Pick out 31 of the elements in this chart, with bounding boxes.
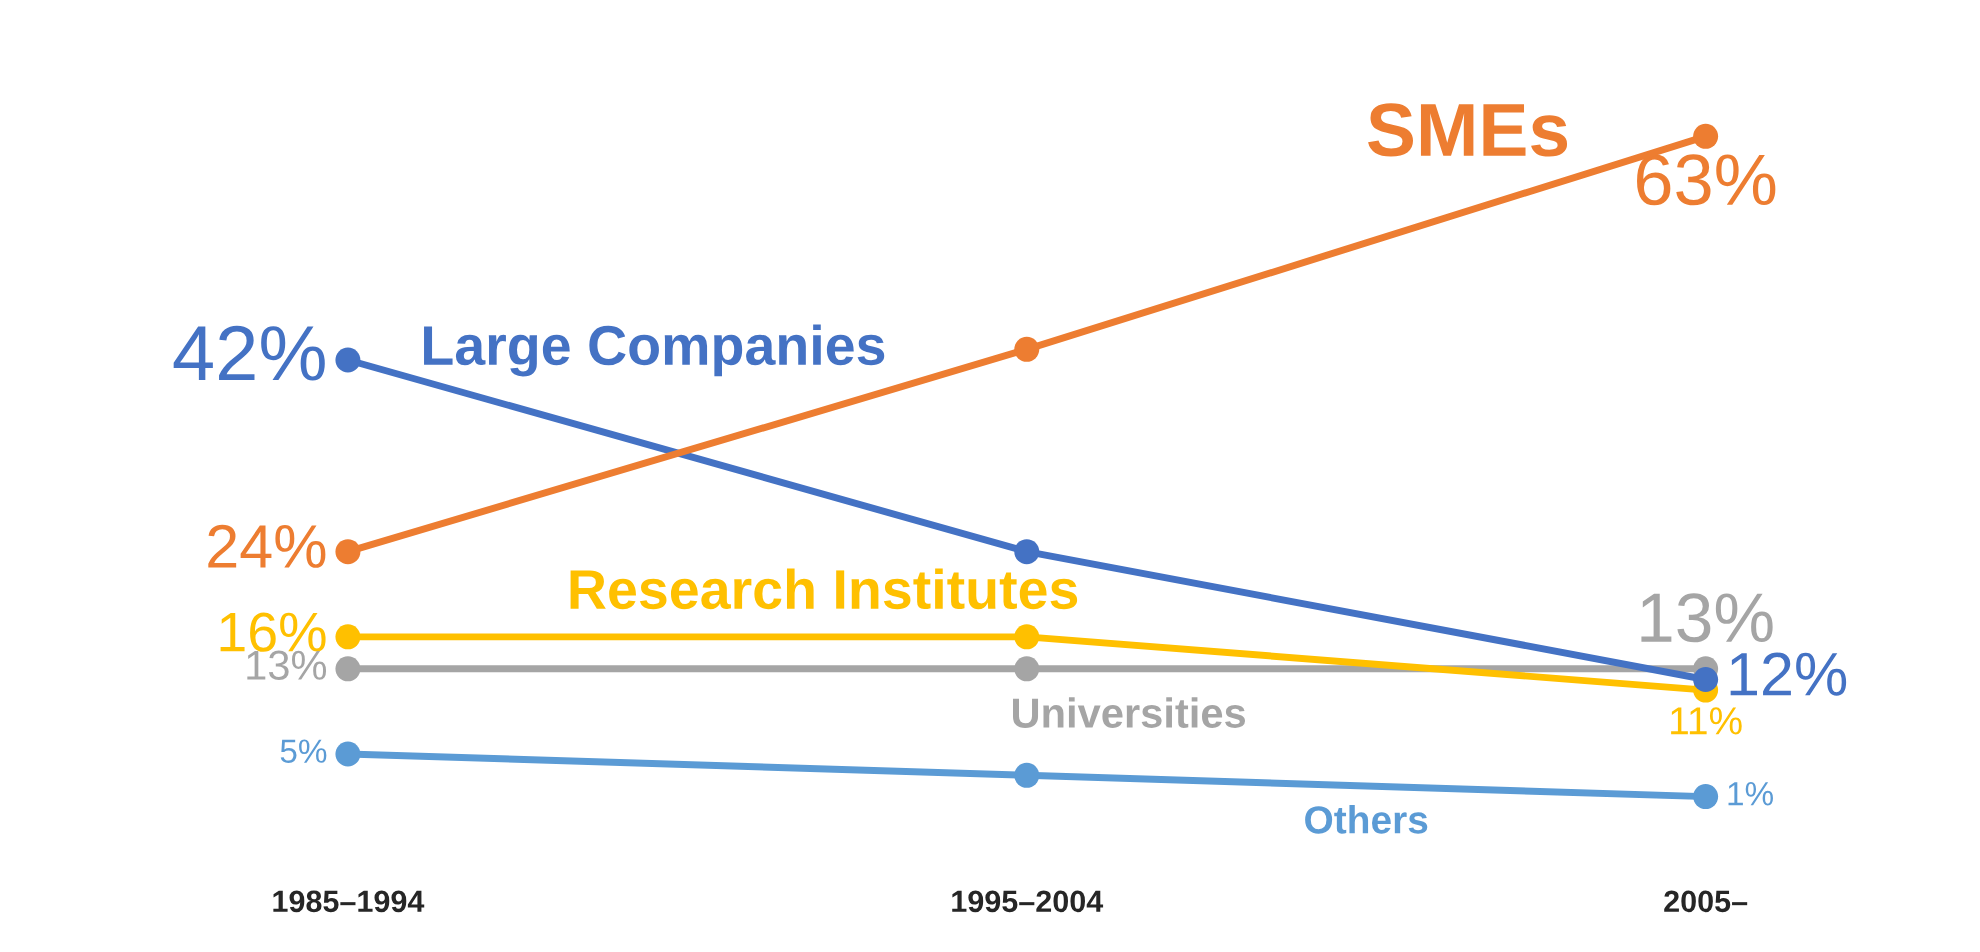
data-label: 42% bbox=[173, 325, 325, 381]
series-label: Research Institutes bbox=[570, 568, 1078, 610]
data-label: 24% bbox=[208, 524, 326, 568]
data-label: 16% bbox=[220, 612, 326, 652]
data-label: 13% bbox=[247, 650, 327, 680]
point bbox=[335, 656, 361, 682]
point bbox=[1014, 762, 1040, 788]
point bbox=[335, 539, 361, 565]
point bbox=[1693, 784, 1719, 810]
point bbox=[335, 347, 361, 373]
series-label: Universities bbox=[1012, 697, 1246, 728]
x-tick-label: 1985–1994 bbox=[273, 890, 425, 913]
data-label: 63% bbox=[1637, 154, 1776, 206]
x-tick-label: 2005– bbox=[1664, 890, 1748, 913]
data-label: 1% bbox=[1728, 782, 1773, 806]
data-label: 5% bbox=[280, 739, 327, 763]
point bbox=[1693, 123, 1719, 149]
series-label: Large Companies bbox=[424, 324, 885, 377]
point bbox=[335, 741, 361, 767]
series-label: SMEs bbox=[1368, 103, 1568, 157]
point bbox=[1693, 666, 1719, 692]
x-tick-label: 1995–2004 bbox=[952, 890, 1104, 913]
point bbox=[1014, 336, 1040, 362]
data-label: 12% bbox=[1730, 652, 1847, 696]
point bbox=[1014, 656, 1040, 682]
series-label: Others bbox=[1305, 805, 1428, 834]
data-label: 13% bbox=[1641, 593, 1773, 643]
point bbox=[1014, 624, 1040, 650]
data-label: 11% bbox=[1671, 707, 1742, 735]
point bbox=[1014, 539, 1040, 565]
point bbox=[335, 624, 361, 650]
